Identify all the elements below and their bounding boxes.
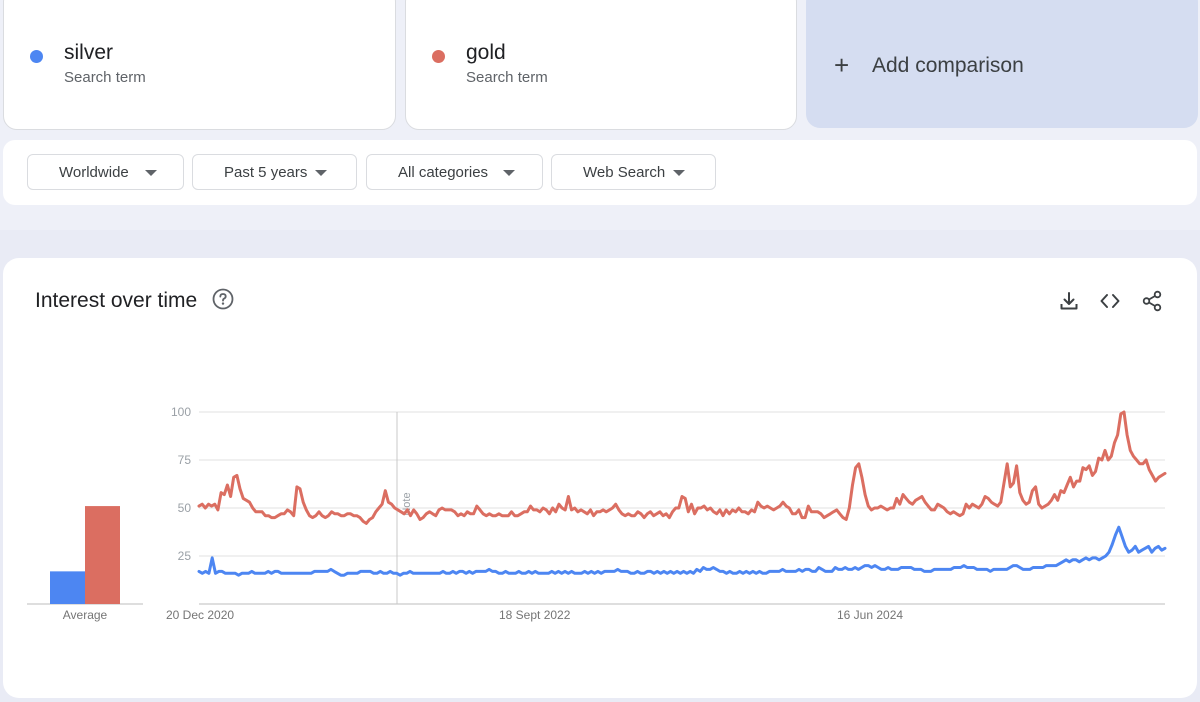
- add-comparison-button[interactable]: + Add comparison: [806, 0, 1198, 128]
- average-bar-silver: [50, 571, 85, 604]
- embed-icon[interactable]: [1099, 290, 1121, 312]
- series-line-silver: [197, 525, 1167, 577]
- period-value: Past 5 years: [224, 164, 308, 181]
- caret-down-icon: [315, 170, 327, 176]
- category-dropdown[interactable]: All categories: [366, 154, 543, 190]
- term-type-label: Search term: [466, 69, 548, 86]
- silver-color-dot: [30, 50, 43, 63]
- x-tick-label: 20 Dec 2020: [166, 608, 234, 622]
- note-label: Note: [401, 492, 413, 515]
- interest-over-time-card: Interest over time 100 75 50 25 Note 20 Dec 2…: [3, 258, 1197, 698]
- chart-title: Interest over time: [35, 289, 198, 312]
- add-comparison-label: Add comparison: [872, 54, 1024, 77]
- filter-bar: Worldwide Past 5 years All categories We…: [3, 140, 1197, 205]
- plus-icon: +: [834, 50, 850, 80]
- gold-color-dot: [432, 50, 445, 63]
- y-tick-label: 75: [178, 453, 192, 467]
- caret-down-icon: [503, 170, 515, 176]
- period-dropdown[interactable]: Past 5 years: [192, 154, 357, 190]
- share-icon[interactable]: [1141, 290, 1163, 312]
- term-card-gold[interactable]: gold Search term: [405, 0, 797, 130]
- download-icon[interactable]: [1058, 290, 1080, 312]
- average-label: Average: [63, 608, 108, 622]
- term-name[interactable]: gold: [466, 41, 506, 64]
- search-type-value: Web Search: [583, 164, 666, 181]
- term-card-silver[interactable]: silver Search term: [3, 0, 396, 130]
- series-line-gold: [197, 410, 1167, 525]
- region-dropdown[interactable]: Worldwide: [27, 154, 184, 190]
- x-tick-label: 18 Sept 2022: [499, 608, 571, 622]
- help-icon[interactable]: [212, 288, 234, 310]
- y-tick-label: 50: [178, 501, 192, 515]
- category-value: All categories: [398, 164, 489, 181]
- x-tick-label: 16 Jun 2024: [837, 608, 903, 622]
- caret-down-icon: [145, 170, 157, 176]
- term-name[interactable]: silver: [64, 41, 114, 64]
- term-type-label: Search term: [64, 69, 146, 86]
- region-value: Worldwide: [59, 164, 129, 181]
- search-type-dropdown[interactable]: Web Search: [551, 154, 716, 190]
- y-tick-label: 100: [171, 405, 191, 419]
- average-bar-gold: [85, 506, 120, 604]
- caret-down-icon: [673, 170, 685, 176]
- y-tick-label: 25: [178, 549, 192, 563]
- interest-chart: 100 75 50 25 Note 20 Dec 2020 18 Sept 2022 16 J…: [27, 405, 1167, 622]
